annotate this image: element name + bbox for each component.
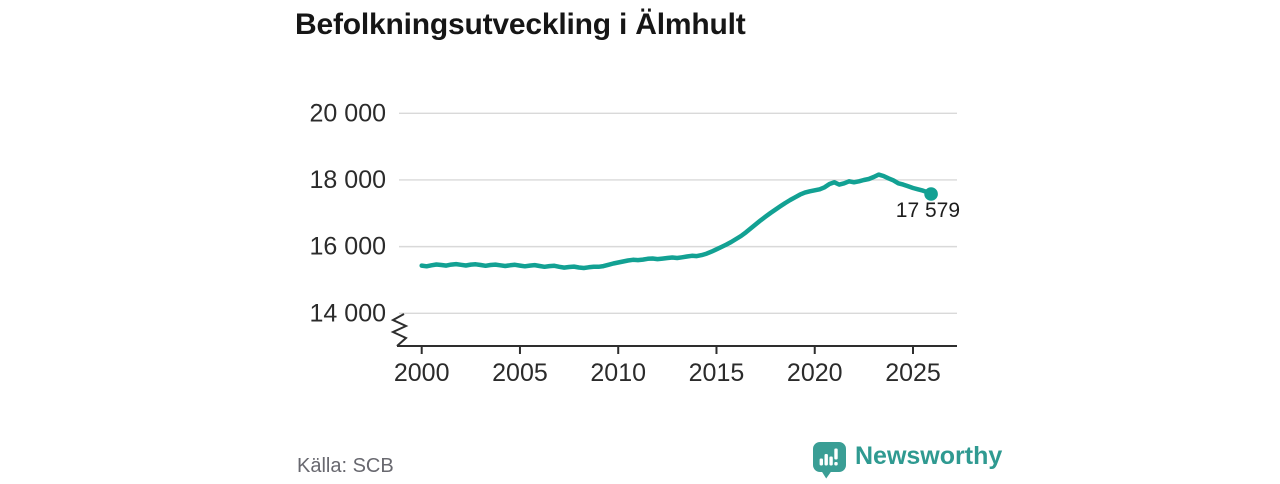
- page-title: Befolkningsutveckling i Älmhult: [295, 8, 746, 41]
- newsworthy-logo-text: Newsworthy: [855, 442, 1003, 470]
- y-tick-label: 14 000: [310, 299, 386, 327]
- x-tick-label: 2015: [689, 359, 745, 387]
- last-value-label: 17 579: [895, 199, 960, 222]
- x-tick-label: 2005: [492, 359, 548, 387]
- y-tick-label: 20 000: [310, 99, 386, 127]
- axis-break-zigzag: [390, 313, 409, 347]
- x-tick-label: 2020: [787, 359, 843, 387]
- source-note: Källa: SCB: [297, 455, 394, 477]
- x-tick-label: 2000: [394, 359, 450, 387]
- y-tick-label: 18 000: [310, 166, 386, 194]
- newsworthy-logo: Newsworthy: [812, 441, 1002, 479]
- x-tick-label: 2010: [590, 359, 646, 387]
- y-tick-label: 16 000: [310, 233, 386, 261]
- newsworthy-bubble-chart-icon: [812, 441, 847, 484]
- x-tick-label: 2025: [885, 359, 941, 387]
- end-dot: [924, 187, 938, 201]
- population-line-series: [419, 172, 934, 271]
